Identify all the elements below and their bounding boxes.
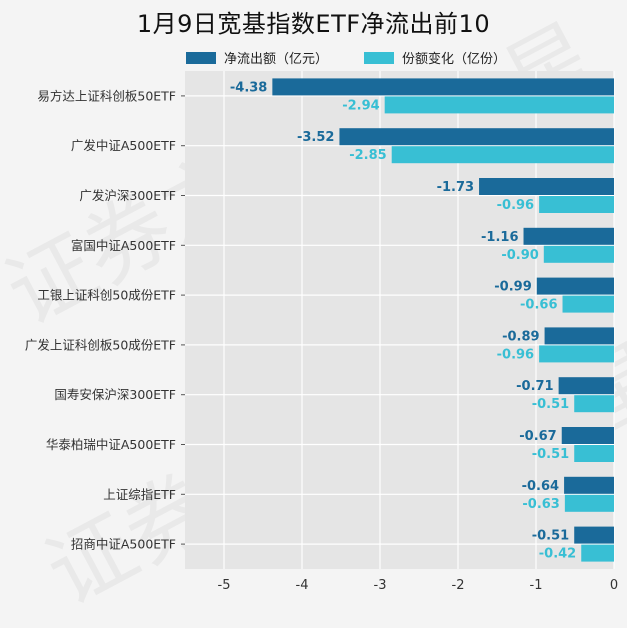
y-tick-label: 招商中证A500ETF xyxy=(71,537,176,552)
y-tick-label: 上证综指ETF xyxy=(103,487,176,502)
data-label-net-outflow: -0.51 xyxy=(532,529,569,544)
y-tick-label: 富国中证A500ETF xyxy=(71,238,176,253)
data-label-share-change: -0.96 xyxy=(497,198,534,213)
bar-share-change xyxy=(564,494,614,512)
data-label-share-change: -2.85 xyxy=(349,148,386,163)
bar-net-outflow xyxy=(558,377,614,395)
y-tick-label: 工银上证科创50成份ETF xyxy=(37,288,176,303)
data-label-net-outflow: -0.67 xyxy=(519,429,556,444)
bar-net-outflow xyxy=(564,476,614,494)
bar-net-outflow xyxy=(574,526,614,544)
bar-share-change xyxy=(574,445,614,462)
bar-share-change xyxy=(539,196,614,213)
bar-net-outflow xyxy=(479,178,614,195)
data-label-share-change: -0.66 xyxy=(520,298,557,313)
legend-label-net-outflow: 净流出额（亿元） xyxy=(224,52,329,67)
bar-share-change xyxy=(539,345,614,363)
bar-share-change xyxy=(391,146,614,164)
x-tick-label: -1 xyxy=(530,578,543,593)
data-label-net-outflow: -0.64 xyxy=(522,479,559,494)
x-tick-label: 0 xyxy=(610,578,618,593)
chart-title: 1月9日宽基指数ETF净流出前10 xyxy=(136,10,491,38)
y-tick-label: 易方达上证科创板50ETF xyxy=(37,88,176,103)
legend-swatch-share-change xyxy=(364,51,395,64)
data-label-share-change: -0.90 xyxy=(501,248,538,263)
bar-share-change xyxy=(384,96,614,114)
bar-share-change xyxy=(581,544,614,562)
bar-net-outflow xyxy=(272,78,614,96)
data-label-net-outflow: -0.99 xyxy=(494,280,531,295)
data-label-share-change: -0.51 xyxy=(532,397,569,412)
data-label-net-outflow: -1.16 xyxy=(481,230,518,245)
data-label-net-outflow: -3.52 xyxy=(297,130,334,145)
y-tick-label: 广发上证科创板50成份ETF xyxy=(25,337,176,352)
data-label-share-change: -0.63 xyxy=(522,497,559,512)
bar-share-change xyxy=(543,245,614,263)
x-tick-label: -3 xyxy=(374,578,387,593)
data-label-net-outflow: -0.71 xyxy=(516,379,553,394)
y-tick-label: 国寿安保沪深300ETF xyxy=(54,387,176,402)
data-label-share-change: -0.42 xyxy=(539,547,576,562)
legend-item-net-outflow: 净流出额（亿元） xyxy=(186,48,328,67)
bar-net-outflow xyxy=(561,427,614,444)
data-label-share-change: -0.96 xyxy=(497,347,534,362)
bar-share-change xyxy=(562,295,614,313)
x-tick-label: -4 xyxy=(296,578,309,593)
bar-net-outflow xyxy=(523,227,614,245)
legend: 净流出额（亿元） 份额变化（亿份） xyxy=(186,48,542,67)
legend-label-share-change: 份额变化（亿份） xyxy=(402,52,507,67)
bar-net-outflow xyxy=(536,277,614,295)
legend-swatch-net-outflow xyxy=(186,51,216,64)
data-label-net-outflow: -4.38 xyxy=(230,80,267,95)
legend-item-share-change: 份额变化（亿份） xyxy=(364,48,506,67)
data-label-net-outflow: -0.89 xyxy=(502,329,539,344)
bar-net-outflow xyxy=(544,327,614,345)
data-label-net-outflow: -1.73 xyxy=(437,180,474,195)
bar-chart: -5 -4 -3 -2 -1 0 易方达上证科创板50ETF 广发中证A500ETF 广发沪深3… xyxy=(25,71,618,593)
y-tick-label: 华泰柏瑞中证A500ETF xyxy=(46,437,176,452)
bar-share-change xyxy=(574,395,614,413)
y-tick-label: 广发中证A500ETF xyxy=(71,138,176,153)
data-label-share-change: -2.94 xyxy=(342,98,379,113)
bar-net-outflow xyxy=(339,128,614,146)
data-label-share-change: -0.51 xyxy=(532,447,569,462)
x-tick-label: -5 xyxy=(218,578,231,593)
x-tick-label: -2 xyxy=(452,578,465,593)
y-tick-label: 广发沪深300ETF xyxy=(79,188,176,203)
